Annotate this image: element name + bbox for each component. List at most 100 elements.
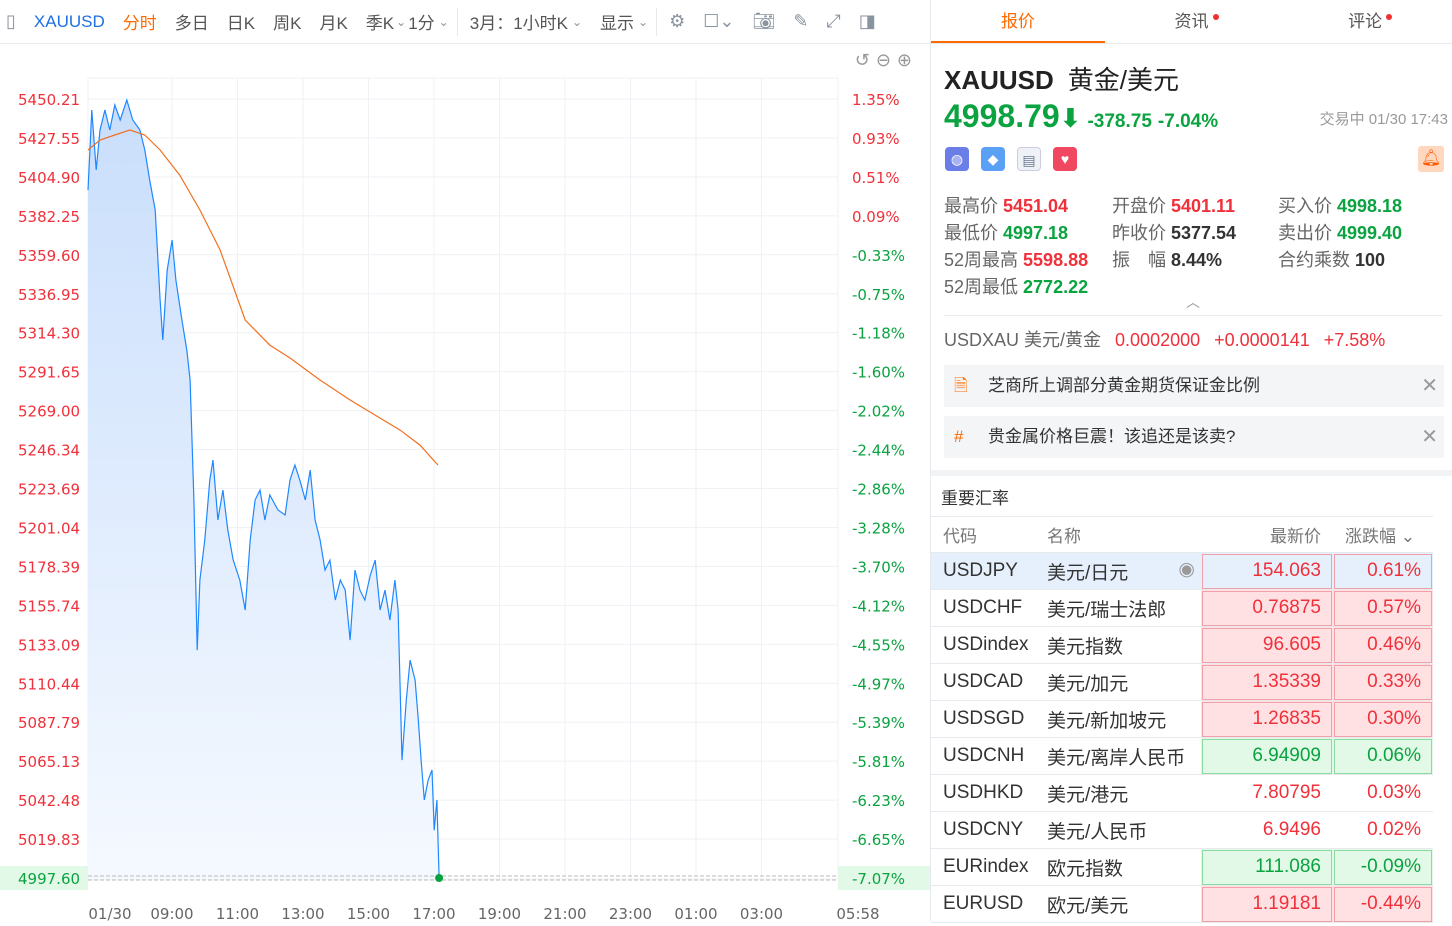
stat-label: 振 幅	[1112, 250, 1166, 270]
last-price: 4998.79	[944, 98, 1060, 135]
col-change[interactable]: 涨跌幅 ⌄	[1333, 517, 1433, 553]
zoom-out-icon[interactable]: ⊖	[876, 50, 897, 70]
pct-tick-label: -4.55%	[852, 636, 905, 654]
price-cell: 111.086	[1201, 849, 1333, 886]
bell-icon[interactable]: 🔔︎	[1418, 146, 1444, 172]
col-code[interactable]: 代码	[931, 517, 1035, 553]
change-cell: -0.09%	[1333, 849, 1433, 886]
period-multiday[interactable]: 多日	[175, 9, 209, 34]
zoom-in-icon[interactable]: ⊕	[897, 50, 918, 70]
sidebar-toggle-icon[interactable]: ▯	[6, 11, 16, 32]
news-item[interactable]: 🗎︎芝商所上调部分黄金期货保证金比例✕	[944, 365, 1444, 407]
pct-tick-label: -1.18%	[852, 325, 905, 343]
reset-icon[interactable]: ↺	[855, 50, 876, 70]
unread-dot	[1386, 14, 1392, 20]
pct-tick-label: -4.97%	[852, 675, 905, 693]
pct-tick-label: 1.35%	[852, 91, 900, 109]
section-title: 重要汇率	[931, 476, 1452, 516]
price-change: -378.75	[1087, 111, 1151, 133]
fullscreen-icon[interactable]: ⤢	[826, 11, 840, 32]
pct-tick-label: -2.44%	[852, 442, 905, 460]
tab-news[interactable]: 资讯	[1105, 0, 1279, 43]
collapse-icon[interactable]: ︿	[1186, 292, 1200, 312]
tab-comments[interactable]: 评论	[1278, 0, 1452, 43]
period-week[interactable]: 周K	[273, 9, 301, 34]
col-price[interactable]: 最新价	[1201, 517, 1333, 553]
display-select[interactable]: 显示	[600, 9, 634, 34]
stat-value: 100	[1355, 250, 1385, 270]
name-cell: 美元/瑞士法郎	[1035, 590, 1201, 627]
x-tick-label: 17:00	[412, 905, 455, 921]
code-cell: USDJPY	[931, 553, 1035, 590]
change-cell: 0.06%	[1333, 738, 1433, 775]
pct-tick-label: -0.33%	[852, 247, 905, 265]
symbol-label[interactable]: XAUUSD	[34, 12, 105, 32]
settings-icon[interactable]: ⚙	[669, 11, 685, 32]
layout-icon[interactable]: ☐⌄	[703, 11, 734, 32]
panel-toggle-icon[interactable]: ◨	[859, 11, 876, 32]
price-cell: 1.26835	[1201, 701, 1333, 738]
chevron-down-icon[interactable]: ⌄	[638, 15, 648, 29]
pct-tick-label: -2.02%	[852, 403, 905, 421]
usdxau-change: +0.0000141	[1214, 330, 1310, 350]
camera-icon[interactable]: 📷︎	[752, 11, 775, 32]
close-icon[interactable]: ✕	[1421, 416, 1438, 458]
y-tick-label: 5336.95	[18, 286, 80, 304]
arrow-down-icon: ⬇	[1060, 103, 1082, 134]
y-tick-label: 5223.69	[18, 481, 80, 499]
code-cell: EURindex	[931, 849, 1035, 886]
chevron-down-icon[interactable]: ⌄	[572, 15, 582, 29]
tab-quote[interactable]: 报价	[931, 0, 1105, 43]
last-price-dot	[435, 874, 443, 882]
range-select[interactable]: 3月：1小时K	[470, 9, 568, 34]
usdxau-pct: +7.58%	[1324, 330, 1386, 350]
chevron-down-icon[interactable]: ⌄	[439, 15, 449, 29]
period-quarter[interactable]: 季K	[366, 9, 394, 34]
bookmark-icon[interactable]: ▤	[1017, 147, 1041, 171]
stat-label: 昨收价	[1112, 223, 1166, 243]
y-tick-label: 5110.44	[18, 675, 80, 693]
chevron-down-icon[interactable]: ⌄	[396, 15, 406, 29]
period-month[interactable]: 月K	[319, 9, 347, 34]
y-tick-label: 5065.13	[18, 753, 80, 771]
tag-icon[interactable]: ◆	[981, 147, 1005, 171]
period-intraday[interactable]: 分时	[123, 9, 157, 34]
heart-icon[interactable]: ♥	[1053, 147, 1077, 171]
stat-value: 5377.54	[1171, 223, 1236, 243]
y-tick-label: 5359.60	[18, 247, 80, 265]
code-cell: EURUSD	[931, 886, 1035, 923]
code-cell: USDHKD	[931, 775, 1035, 812]
y-tick-label: 5246.34	[18, 442, 80, 460]
y-tick-label: 5450.21	[18, 91, 80, 109]
stat-value: 5451.04	[1003, 196, 1068, 216]
name-cell: 美元/人民币	[1035, 812, 1201, 849]
close-icon[interactable]: ✕	[1421, 365, 1438, 407]
pct-tick-label: -7.07%	[852, 870, 905, 888]
period-day[interactable]: 日K	[227, 9, 255, 34]
name-cell: 美元/日元◉	[1035, 553, 1201, 590]
col-name[interactable]: 名称	[1035, 517, 1201, 553]
globe-icon[interactable]: ◍	[945, 147, 969, 171]
news-title: 贵金属价格巨震！该追还是该卖?	[988, 427, 1235, 446]
news-item[interactable]: #贵金属价格巨震！该追还是该卖?✕	[944, 416, 1444, 458]
price-row: 4998.79 ⬇ -378.75 -7.04%	[944, 98, 1218, 135]
interval-select[interactable]: 1分	[408, 9, 434, 34]
code-cell: USDCNY	[931, 812, 1035, 849]
pencil-icon[interactable]: ✎	[793, 11, 808, 32]
eye-icon[interactable]: ◉	[1178, 558, 1195, 581]
